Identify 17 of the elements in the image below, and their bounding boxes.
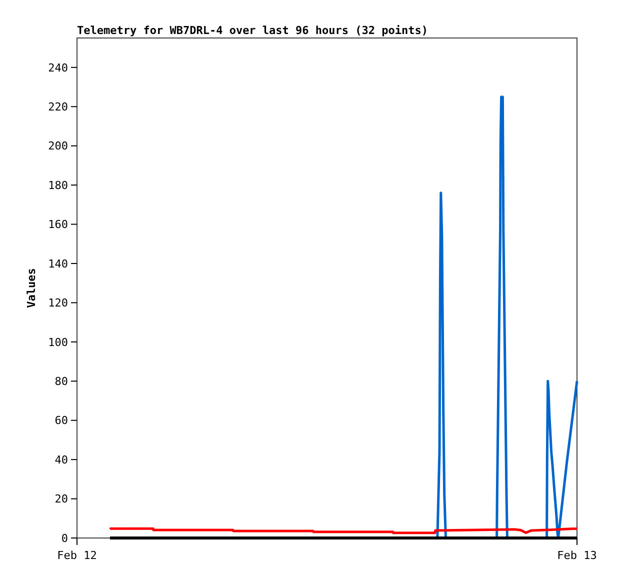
x-tick-label: Feb 13 — [557, 549, 597, 562]
x-tick-label: Feb 12 — [57, 549, 97, 562]
y-tick-label: 220 — [48, 100, 68, 114]
chart-title: Telemetry for WB7DRL-4 over last 96 hours (32 points) — [77, 24, 428, 37]
y-tick-label: 200 — [48, 140, 68, 153]
y-tick-label: 40 — [54, 453, 68, 466]
y-tick-label: 80 — [54, 374, 68, 388]
y-tick-label: 160 — [48, 218, 68, 232]
y-tick-label: 20 — [54, 492, 68, 506]
y-tick-label: 180 — [48, 178, 68, 192]
y-tick-label: 60 — [54, 414, 68, 428]
y-tick-label: 140 — [48, 257, 68, 270]
y-tick-label: 0 — [61, 532, 68, 545]
y-tick-label: 120 — [48, 296, 68, 310]
y-axis-title: Values — [25, 268, 38, 308]
y-tick-label: 240 — [48, 61, 68, 74]
y-tick-label: 100 — [48, 336, 68, 349]
